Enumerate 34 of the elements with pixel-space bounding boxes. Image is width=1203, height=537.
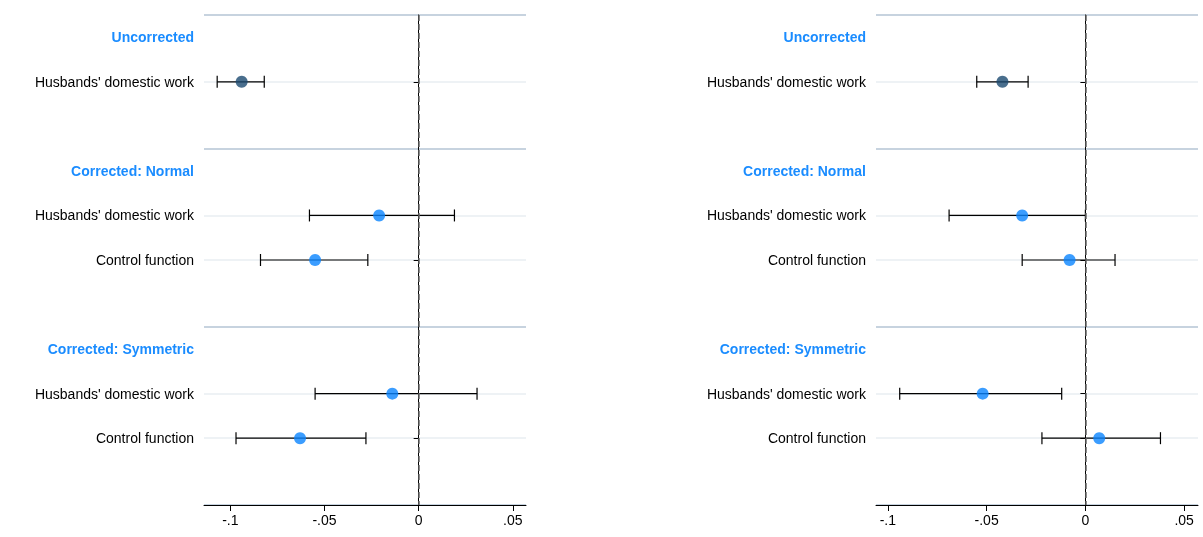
y-tick-label: Control function (767, 430, 866, 447)
y-tick-label: Husbands' domestic work (706, 207, 867, 224)
y-tick-label: Control function (95, 430, 194, 447)
point (235, 75, 248, 88)
y-tick-label: Corrected: Normal (71, 162, 194, 179)
point (386, 387, 399, 400)
y-tick-label: Husbands' domestic work (706, 73, 867, 90)
x-tick-label: 0 (414, 512, 423, 528)
x-tick-label: -.05 (974, 512, 999, 528)
point (976, 387, 989, 400)
x-tick-label: -.1 (222, 512, 239, 528)
point (373, 209, 386, 222)
x-tick-label: .05 (1174, 512, 1195, 528)
point (1063, 254, 1076, 266)
x-tick-label: -.1 (879, 512, 897, 528)
x-tick-label: 0 (1081, 512, 1090, 528)
y-tick-label: Husbands' domestic work (34, 385, 195, 402)
point (309, 254, 322, 266)
y-tick-label: Corrected: Symmetric (719, 341, 867, 358)
y-tick-label: Corrected: Normal (743, 162, 866, 179)
point (996, 75, 1009, 88)
y-tick-label: Uncorrected (111, 29, 194, 46)
point (1016, 209, 1029, 222)
y-tick-label: Corrected: Symmetric (47, 341, 195, 358)
y-tick-label: Control function (767, 252, 866, 268)
point (294, 432, 307, 445)
y-tick-label: Husbands' domestic work (34, 207, 195, 224)
y-tick-label: Husbands' domestic work (706, 385, 867, 402)
y-tick-label: Control function (95, 252, 194, 268)
y-tick-label: Husbands' domestic work (34, 73, 195, 90)
x-tick-label: -.05 (312, 512, 337, 528)
point (1093, 432, 1106, 445)
y-tick-label: Uncorrected (783, 29, 866, 46)
x-tick-label: .05 (503, 512, 523, 528)
